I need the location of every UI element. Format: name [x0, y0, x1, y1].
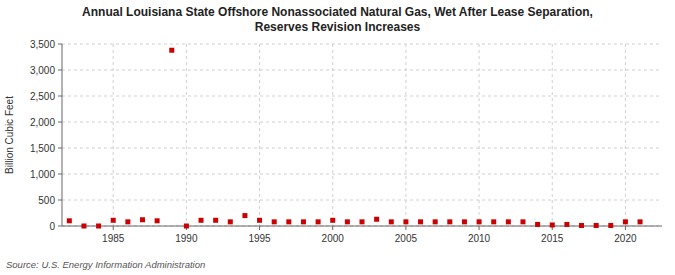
x-tick — [479, 226, 480, 230]
point — [374, 217, 379, 222]
point — [228, 219, 233, 224]
y-grid-line — [62, 174, 662, 175]
y-grid-line — [62, 200, 662, 201]
point — [535, 222, 540, 227]
y-tick — [58, 174, 62, 175]
point — [389, 219, 394, 224]
chart-container: Annual Louisiana State Offshore Nonassoc… — [0, 0, 675, 275]
point — [579, 223, 584, 228]
point — [433, 219, 438, 224]
x-grid-line — [405, 44, 406, 226]
grid — [62, 44, 662, 226]
point — [491, 219, 496, 224]
point — [96, 224, 101, 229]
point — [140, 217, 145, 222]
y-tick — [58, 122, 62, 123]
y-tick-label: 2,500 — [30, 91, 55, 102]
point — [462, 219, 467, 224]
point — [360, 219, 365, 224]
x-tick-label: 2020 — [614, 233, 637, 244]
x-grid-line — [186, 44, 187, 226]
point — [257, 218, 262, 223]
x-grid-line — [552, 44, 553, 226]
source-note: Source: U.S. Energy Information Administ… — [6, 259, 205, 270]
x-tick — [259, 226, 260, 230]
y-tick — [58, 226, 62, 227]
y-grid-line — [62, 44, 662, 45]
y-grid-line — [62, 96, 662, 97]
point — [111, 218, 116, 223]
y-grid-line — [62, 122, 662, 123]
x-grid-line — [625, 44, 626, 226]
x-tick — [405, 226, 406, 230]
x-tick-label: 1985 — [102, 233, 125, 244]
title: Annual Louisiana State Offshore Nonassoc… — [82, 5, 593, 34]
y-tick — [58, 44, 62, 45]
point — [418, 219, 423, 224]
y-tick — [58, 200, 62, 201]
y-tick-label: 3,000 — [30, 65, 55, 76]
point — [506, 219, 511, 224]
y-grid-line — [62, 148, 662, 149]
y-tick-label: 1,500 — [30, 143, 55, 154]
point — [345, 219, 350, 224]
x-tick-label: 2015 — [541, 233, 564, 244]
y-grid-line — [62, 226, 662, 227]
x-tick-label: 1990 — [175, 233, 198, 244]
x-axis-line — [62, 226, 662, 227]
point — [155, 218, 160, 223]
y-tick-label: 0 — [49, 221, 55, 232]
point — [184, 224, 189, 229]
y-tick-label: 2,000 — [30, 117, 55, 128]
point — [67, 218, 72, 223]
point — [477, 219, 482, 224]
point — [301, 219, 306, 224]
y-tick — [58, 70, 62, 71]
point — [272, 219, 277, 224]
y-tick-label: 3,500 — [30, 39, 55, 50]
y-tick — [58, 96, 62, 97]
point — [81, 224, 86, 229]
series — [67, 48, 643, 229]
y-tick — [58, 148, 62, 149]
point — [564, 222, 569, 227]
point — [286, 219, 291, 224]
point — [520, 219, 525, 224]
point — [199, 218, 204, 223]
point — [403, 219, 408, 224]
x-grid-line — [332, 44, 333, 226]
y-grid-line — [62, 70, 662, 71]
point — [125, 219, 130, 224]
x-tick-label: 2000 — [322, 233, 345, 244]
point — [330, 218, 335, 223]
point — [638, 219, 643, 224]
x-tick-label: 2010 — [468, 233, 491, 244]
point — [550, 222, 555, 227]
point — [316, 219, 321, 224]
y-tick-label: 500 — [38, 195, 55, 206]
x-tick — [625, 226, 626, 230]
x-grid-line — [113, 44, 114, 226]
axes: 0 500 1,000 1,500 2,000 2,500 3,000 3,500 1985 19… — [30, 39, 662, 245]
chart: Annual Louisiana State Offshore Nonassoc… — [0, 0, 675, 275]
y-tick-label: 1,000 — [30, 169, 55, 180]
x-tick-label: 2005 — [395, 233, 418, 244]
point — [623, 219, 628, 224]
y-axis-line — [62, 44, 63, 226]
x-tick-label: 1995 — [248, 233, 271, 244]
x-tick — [332, 226, 333, 230]
x-grid-line — [479, 44, 480, 226]
y-axis-label: Billion Cubic Feet — [4, 96, 15, 174]
point — [213, 218, 218, 223]
point — [242, 213, 247, 218]
x-tick — [113, 226, 114, 230]
point — [608, 223, 613, 228]
x-grid-line — [259, 44, 260, 226]
point — [447, 219, 452, 224]
point — [169, 48, 174, 53]
point — [594, 223, 599, 228]
